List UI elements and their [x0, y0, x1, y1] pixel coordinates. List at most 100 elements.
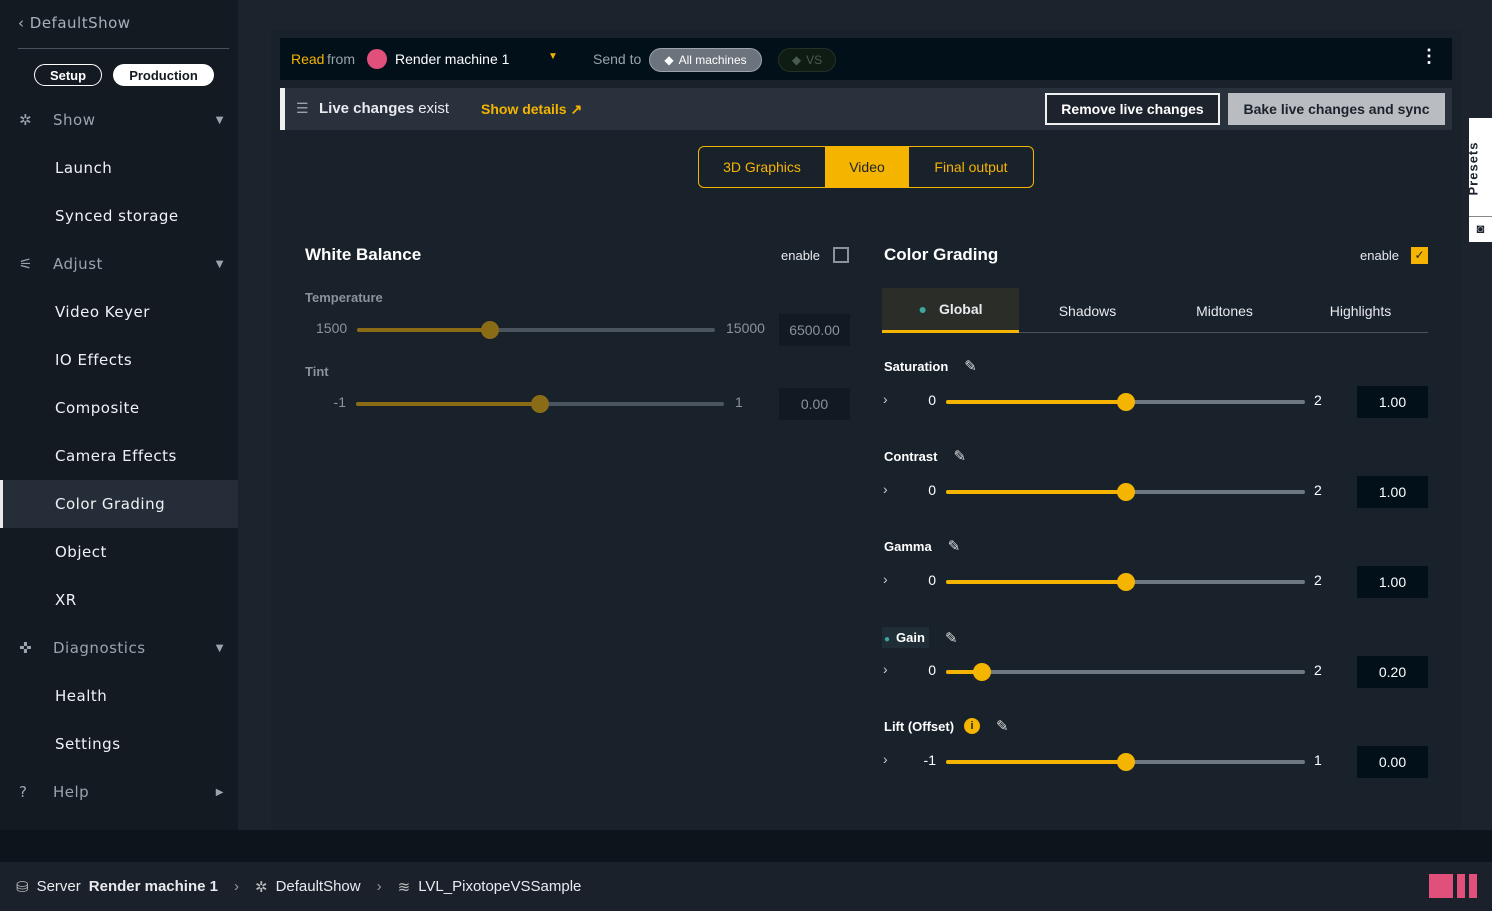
sidebar-item-video-keyer[interactable]: Video Keyer	[55, 303, 150, 321]
production-mode-button[interactable]: Production	[113, 64, 214, 86]
value-input[interactable]: 0.00	[779, 388, 850, 420]
machine-select[interactable]: Render machine 1	[395, 51, 510, 67]
cg-slider-label: Contrast	[884, 448, 938, 464]
tab-midtones[interactable]: Midtones	[1196, 302, 1253, 319]
slider-max: 2	[1314, 392, 1322, 408]
remove-live-changes-button[interactable]: Remove live changes	[1045, 93, 1220, 125]
tab-final-output[interactable]: Final output	[934, 159, 1008, 175]
show-details-link[interactable]: Show details ↗	[481, 101, 583, 117]
tab-3d-graphics[interactable]: 3D Graphics	[723, 159, 801, 175]
expand-chevron-icon[interactable]: ›	[883, 391, 888, 407]
slider-track[interactable]	[946, 663, 1305, 681]
slider-thumb[interactable]	[480, 321, 499, 339]
sidebar-item-xr[interactable]: XR	[55, 591, 77, 609]
sidebar-item-health[interactable]: Health	[55, 687, 108, 705]
expand-chevron-icon[interactable]: ›	[883, 661, 888, 677]
eyedropper-icon[interactable]: ✎	[947, 538, 961, 555]
live-changes-label: Live changes	[319, 100, 415, 117]
send-to-label: Send to	[593, 51, 642, 67]
sidebar-item-object[interactable]: Object	[55, 543, 107, 561]
segment-control: 3D Graphics Video Final output	[698, 146, 1034, 188]
status-show[interactable]: DefaultShow	[275, 878, 361, 895]
show-icon: ✲	[19, 111, 33, 129]
cg-slider-header: Lift (Offset) i ✎	[882, 717, 1009, 735]
caret-down-icon[interactable]: ▼	[215, 642, 224, 654]
slider-track[interactable]	[356, 395, 724, 413]
slider-thumb[interactable]	[1116, 753, 1135, 771]
info-icon[interactable]: i	[964, 718, 981, 734]
tab-video[interactable]: Video	[825, 147, 909, 187]
cg-enable-checkbox[interactable]: ✓	[1411, 247, 1428, 264]
slider-track[interactable]	[946, 393, 1305, 411]
sidebar-item-io-effects[interactable]: IO Effects	[55, 351, 133, 369]
sidebar-item-launch[interactable]: Launch	[55, 159, 113, 177]
tag-all-machines[interactable]: ◆ All machines	[649, 48, 762, 72]
spacer	[0, 830, 1492, 862]
wb-enable-checkbox[interactable]	[833, 247, 849, 263]
caret-right-icon[interactable]: ▶	[215, 786, 224, 798]
sidebar-item-show[interactable]: ✲ Show ▼	[19, 111, 224, 129]
tag-vs[interactable]: ◆ VS	[778, 48, 836, 72]
slider-fill	[357, 328, 490, 332]
eyedropper-icon[interactable]: ✎	[953, 448, 967, 465]
expand-chevron-icon[interactable]: ›	[883, 751, 888, 767]
value-input[interactable]: 1.00	[1357, 566, 1428, 598]
cg-slider-header: Saturation ✎	[882, 357, 977, 375]
expand-chevron-icon[interactable]: ›	[883, 571, 888, 587]
more-menu-icon[interactable]: ⋮	[1420, 46, 1438, 66]
slider-track[interactable]	[357, 321, 715, 339]
slider-thumb[interactable]	[972, 663, 991, 681]
divider	[18, 48, 229, 49]
slider-max: 2	[1314, 482, 1322, 498]
wb-slider-label: Tint	[305, 364, 329, 379]
tag-icon: ◆	[664, 53, 674, 67]
slider-min: -1	[923, 752, 936, 768]
sidebar-item-adjust[interactable]: ⚟ Adjust ▼	[19, 255, 224, 273]
eyedropper-icon[interactable]: ✎	[996, 718, 1009, 735]
caret-down-icon[interactable]: ▼	[215, 114, 224, 126]
slider-track[interactable]	[946, 753, 1305, 771]
sidebar-item-diagnostics[interactable]: ✜ Diagnostics ▼	[19, 639, 224, 657]
eyedropper-icon[interactable]: ✎	[964, 358, 977, 375]
camera-icon[interactable]: ◙	[1469, 216, 1492, 236]
bake-live-changes-button[interactable]: Bake live changes and sync	[1228, 93, 1445, 125]
slider-track[interactable]	[946, 573, 1305, 591]
sidebar-item-composite[interactable]: Composite	[55, 399, 140, 417]
presets-tab[interactable]: Presets ◙	[1466, 118, 1492, 242]
modified-dot-icon: ●	[918, 301, 927, 317]
tab-highlights[interactable]: Highlights	[1329, 302, 1392, 319]
setup-mode-button[interactable]: Setup	[34, 64, 102, 86]
slider-max: 2	[1314, 572, 1322, 588]
sidebar-item-camera-effects[interactable]: Camera Effects	[55, 447, 177, 465]
slider-thumb[interactable]	[1116, 393, 1135, 411]
sidebar-item-synced-storage[interactable]: Synced storage	[55, 207, 179, 225]
status-machine[interactable]: Render machine 1	[88, 878, 218, 895]
sidebar-item-settings[interactable]: Settings	[55, 735, 121, 753]
value-input[interactable]: 1.00	[1357, 386, 1428, 418]
cg-slider-header: ● Gain ✎	[882, 627, 958, 648]
from-label: from	[327, 51, 355, 67]
value-input[interactable]: 0.20	[1357, 656, 1428, 688]
sidebar-item-color-grading[interactable]: Color Grading	[0, 480, 238, 528]
eyedropper-icon[interactable]: ✎	[944, 629, 958, 647]
slider-thumb[interactable]	[1116, 483, 1135, 501]
cg-slider-label: Lift (Offset)	[884, 718, 955, 734]
slider-fill	[946, 760, 1126, 764]
tab-global[interactable]: ● Global	[882, 288, 1019, 333]
wb-slider-label: Temperature	[305, 290, 383, 305]
list-icon: ☰	[296, 100, 309, 116]
caret-down-icon[interactable]: ▼	[215, 258, 224, 270]
back-link[interactable]: ‹ DefaultShow	[18, 14, 131, 32]
tab-shadows[interactable]: Shadows	[1058, 302, 1117, 319]
value-input[interactable]: 0.00	[1357, 746, 1428, 778]
expand-chevron-icon[interactable]: ›	[883, 481, 888, 497]
value-input[interactable]: 1.00	[1357, 476, 1428, 508]
value-input[interactable]: 6500.00	[779, 314, 850, 346]
layers-icon: ≋	[397, 878, 411, 896]
slider-thumb[interactable]	[1116, 573, 1135, 591]
dropdown-caret-icon[interactable]: ▼	[548, 51, 558, 62]
slider-thumb[interactable]	[531, 395, 549, 413]
sidebar-item-help[interactable]: ? Help ▶	[19, 783, 224, 801]
status-level[interactable]: LVL_PixotopeVSSample	[418, 878, 582, 895]
slider-track[interactable]	[946, 483, 1305, 501]
